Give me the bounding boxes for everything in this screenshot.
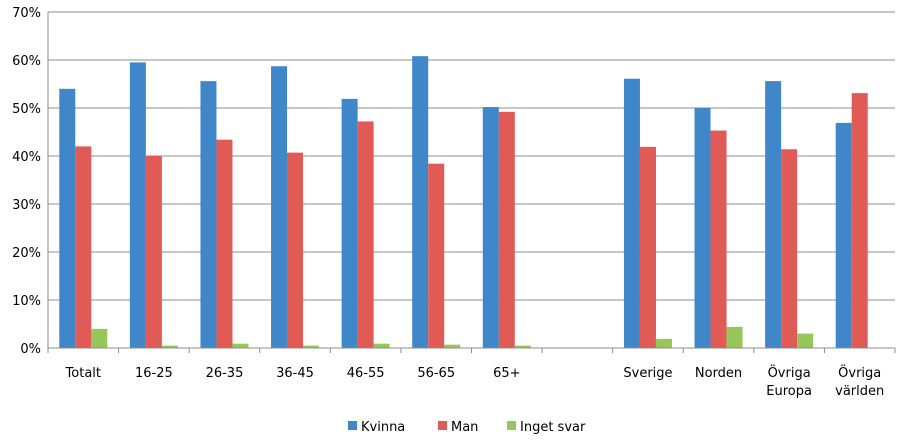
x-tick-label: Norden bbox=[695, 366, 742, 381]
bar bbox=[373, 343, 390, 348]
x-tick-label-line: Övriga bbox=[838, 364, 881, 381]
bar bbox=[514, 345, 531, 348]
x-tick-label-line: 46-55 bbox=[347, 366, 385, 381]
x-tick-label-line: Övriga bbox=[768, 364, 811, 381]
x-tick-label: 56-65 bbox=[417, 366, 455, 381]
bar bbox=[75, 146, 92, 348]
x-tick-label: 65+ bbox=[493, 366, 520, 381]
bar bbox=[835, 122, 852, 348]
bar bbox=[200, 81, 217, 349]
bar bbox=[303, 345, 320, 348]
x-tick-label-line: Sverige bbox=[623, 366, 672, 381]
bar bbox=[498, 111, 515, 348]
legend-swatch bbox=[438, 421, 447, 430]
bar bbox=[59, 88, 76, 349]
x-tick-label-line: 16-25 bbox=[135, 366, 173, 381]
bar bbox=[287, 152, 304, 348]
bar bbox=[428, 163, 445, 348]
x-tick-label-line: Norden bbox=[695, 366, 742, 381]
x-tick-label: Övriga Europa bbox=[766, 364, 812, 399]
bar bbox=[161, 345, 178, 348]
bar bbox=[271, 66, 288, 349]
bar bbox=[482, 107, 499, 348]
x-tick-label-line: världen bbox=[835, 384, 884, 399]
y-tick-label: 70% bbox=[12, 6, 41, 21]
bar bbox=[851, 93, 868, 349]
x-tick-label-line: 65+ bbox=[493, 366, 520, 381]
x-tick-label-line: 56-65 bbox=[417, 366, 455, 381]
bar bbox=[694, 108, 711, 348]
bar bbox=[216, 139, 233, 348]
y-tick-label: 30% bbox=[12, 198, 41, 213]
x-tick-label: 46-55 bbox=[347, 366, 385, 381]
x-tick-label-line: 26-35 bbox=[206, 366, 244, 381]
bar bbox=[145, 156, 162, 348]
bar bbox=[129, 62, 146, 349]
bar bbox=[639, 146, 656, 348]
bar bbox=[797, 333, 814, 348]
x-tick-label-line: Totalt bbox=[65, 366, 101, 381]
legend-label: Inget svar bbox=[520, 420, 586, 435]
bar bbox=[341, 98, 358, 348]
bar bbox=[781, 149, 798, 348]
x-tick-label: Övriga världen bbox=[835, 364, 884, 399]
x-tick-label: 26-35 bbox=[206, 366, 244, 381]
bar bbox=[444, 344, 461, 348]
bar bbox=[357, 121, 374, 348]
y-tick-label: 50% bbox=[12, 102, 41, 117]
x-tick-label-line: 36-45 bbox=[276, 366, 314, 381]
bar bbox=[412, 56, 429, 348]
y-tick-label: 20% bbox=[12, 246, 41, 261]
bar bbox=[726, 326, 743, 348]
bar bbox=[710, 130, 727, 348]
y-tick-label: 0% bbox=[20, 342, 41, 357]
bar bbox=[765, 81, 782, 349]
legend-label: Man bbox=[451, 420, 478, 435]
x-tick-label-line: Europa bbox=[766, 384, 812, 399]
legend-swatch bbox=[348, 421, 357, 430]
bar bbox=[655, 338, 672, 348]
y-tick-label: 40% bbox=[12, 150, 41, 165]
x-tick-label: Sverige bbox=[623, 366, 672, 381]
legend-swatch bbox=[507, 421, 516, 430]
bar bbox=[91, 328, 108, 348]
x-tick-label: 16-25 bbox=[135, 366, 173, 381]
bar bbox=[623, 78, 640, 348]
legend-label: Kvinna bbox=[361, 420, 405, 435]
y-tick-label: 60% bbox=[12, 54, 41, 69]
bar bbox=[232, 343, 249, 348]
x-tick-label: 36-45 bbox=[276, 366, 314, 381]
y-tick-label: 10% bbox=[12, 294, 41, 309]
x-tick-label: Totalt bbox=[65, 366, 101, 381]
